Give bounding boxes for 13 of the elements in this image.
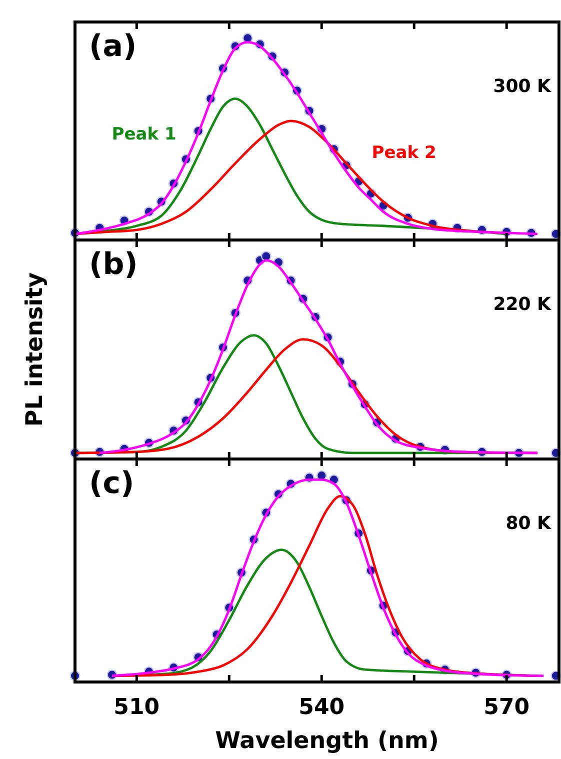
series-label: Peak 2 (372, 142, 436, 163)
annotation: 220 K (493, 294, 552, 315)
annotation: (c) (89, 466, 134, 501)
series-label: Peak 1 (112, 124, 176, 145)
annotation: (a) (89, 29, 137, 64)
annotation: (b) (89, 247, 138, 282)
y-axis-title: PL intensity (22, 272, 48, 427)
annotation: 80 K (506, 513, 552, 534)
x-tick-label: 510 (114, 695, 160, 720)
x-tick-label: 570 (484, 695, 530, 720)
x-tick-label: 540 (298, 695, 345, 720)
x-axis-title: Wavelength (nm) (215, 728, 439, 754)
annotation: 300 K (493, 76, 552, 97)
